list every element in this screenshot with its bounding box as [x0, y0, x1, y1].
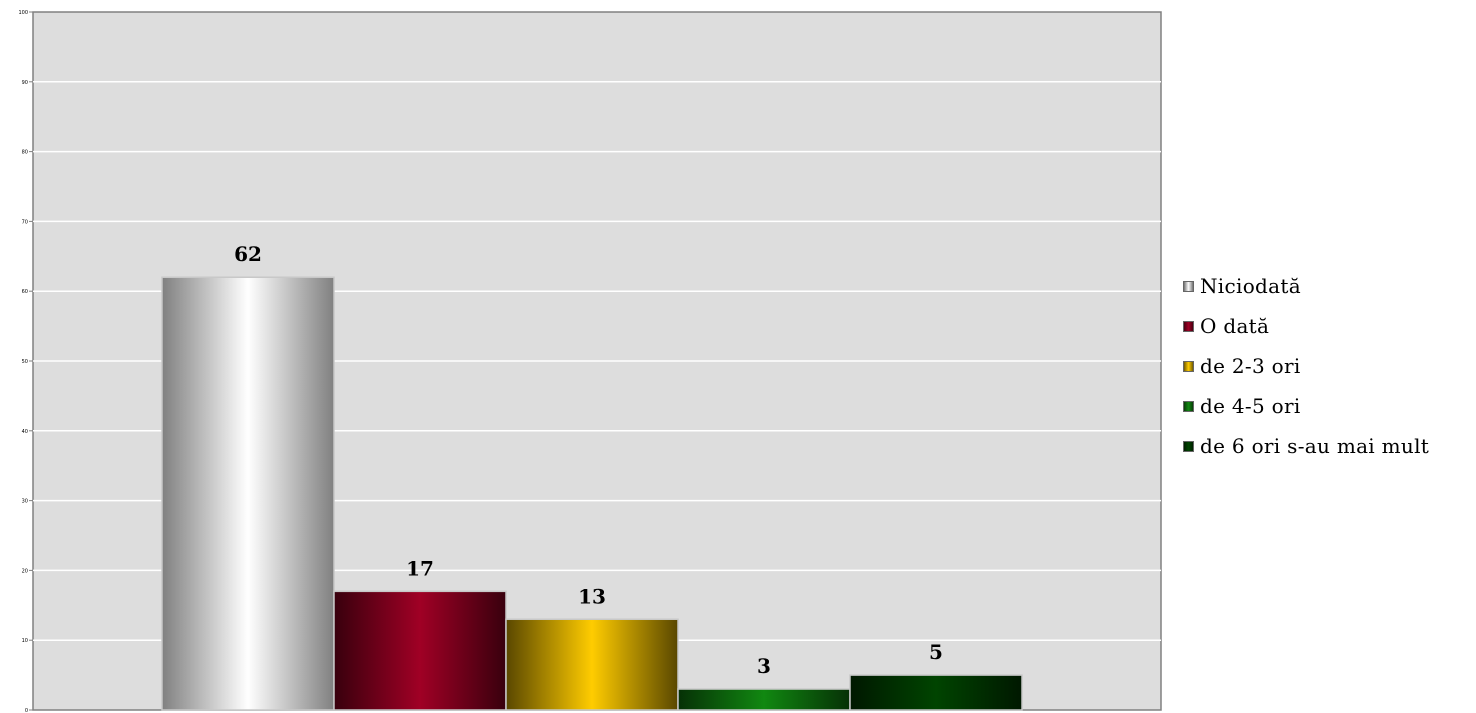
y-tick-label: 0	[25, 708, 28, 713]
bar-1	[162, 277, 334, 710]
legend-label: de 4-5 ori	[1200, 394, 1301, 418]
y-tick-label: 60	[22, 289, 28, 295]
y-tick-label: 80	[22, 150, 28, 156]
legend-label: de 6 ori s-au mai mult	[1200, 434, 1429, 458]
legend-item: Niciodată	[1183, 266, 1429, 306]
legend-swatch	[1183, 321, 1194, 332]
legend-item: de 2-3 ori	[1183, 346, 1429, 386]
legend-swatch	[1183, 401, 1194, 412]
data-label: 62	[234, 242, 262, 266]
y-tick-label: 50	[22, 359, 28, 365]
y-tick-label: 20	[22, 568, 28, 574]
y-tick-label: 40	[22, 429, 28, 435]
legend-label: de 2-3 ori	[1200, 354, 1301, 378]
data-label: 13	[578, 584, 606, 608]
y-tick-label: 90	[22, 80, 28, 86]
bar-4	[678, 689, 850, 710]
bar-5	[850, 675, 1022, 710]
bar-2	[334, 591, 506, 710]
legend: Niciodată O dată de 2-3 ori de 4-5 ori de 6 …	[1183, 266, 1429, 466]
data-label: 5	[929, 640, 943, 664]
legend-swatch	[1183, 441, 1194, 452]
y-tick-label: 70	[22, 219, 28, 225]
legend-item: de 6 ori s-au mai mult	[1183, 426, 1429, 466]
legend-item: de 4-5 ori	[1183, 386, 1429, 426]
y-tick-label: 30	[22, 499, 28, 505]
legend-label: O dată	[1200, 314, 1269, 338]
y-tick-label: 100	[18, 10, 28, 16]
bar-3	[506, 619, 678, 710]
y-tick-label: 10	[22, 638, 28, 644]
data-label: 3	[757, 654, 771, 678]
legend-item: O dată	[1183, 306, 1429, 346]
legend-swatch	[1183, 361, 1194, 372]
y-axis: 0 10 20 30 40 50 60 70 80 90 100	[18, 10, 33, 713]
data-label: 17	[406, 556, 434, 580]
legend-label: Niciodată	[1200, 274, 1301, 298]
legend-swatch	[1183, 281, 1194, 292]
